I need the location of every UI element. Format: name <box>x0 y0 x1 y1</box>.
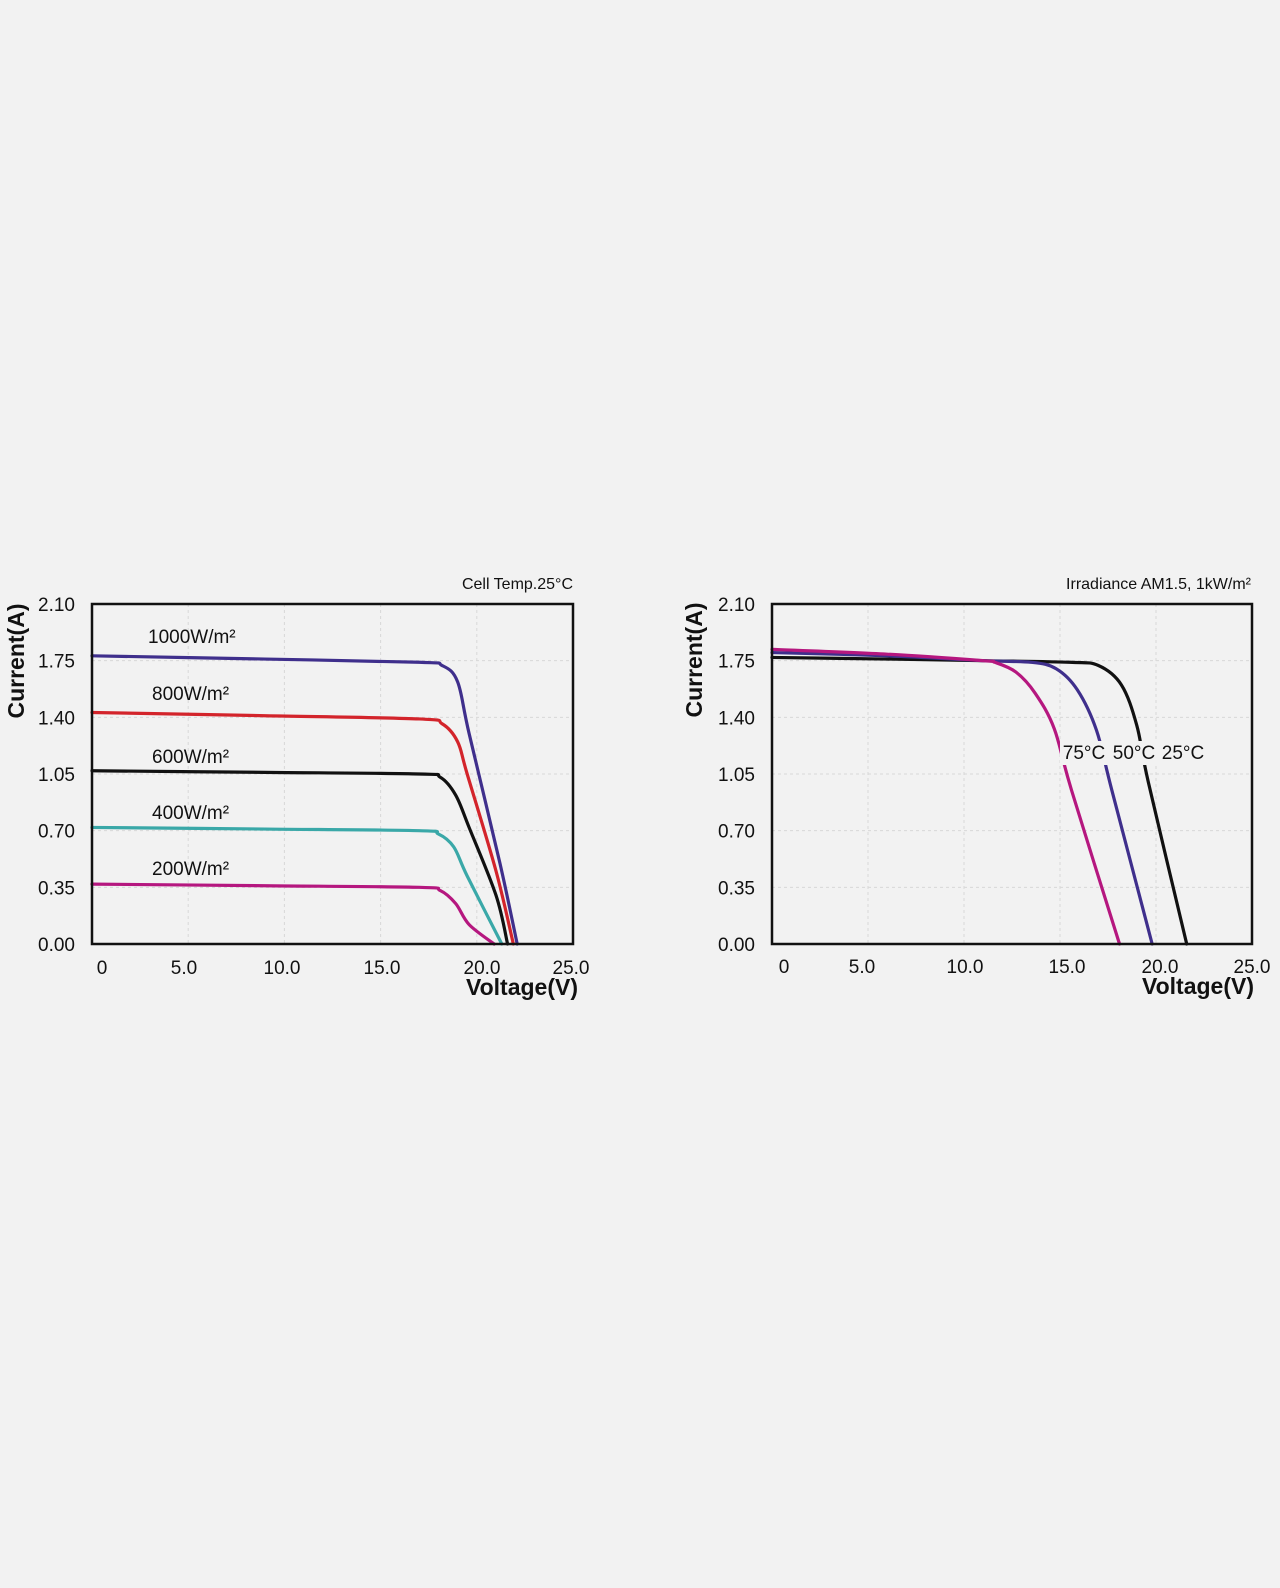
y-tick-label: 1.75 <box>718 652 755 673</box>
series-label: 800W/m² <box>152 684 229 705</box>
x-tick-label: 10.0 <box>264 958 301 979</box>
x-tick-label: 0 <box>97 958 108 979</box>
y-tick-label: 0.00 <box>718 935 755 956</box>
y-tick-label: 0.35 <box>718 878 755 899</box>
annotation: Irradiance AM1.5, 1kW/m² <box>1066 576 1252 593</box>
series-labels: 25°C 50°C 75°C <box>1060 741 1207 765</box>
x-tick-label: 25.0 <box>553 958 590 979</box>
series-line <box>770 650 1154 946</box>
x-tick-label: 10.0 <box>947 957 984 978</box>
series-label: 1000W/m² <box>148 627 236 648</box>
x-axis-title: Voltage(V) <box>466 974 578 1000</box>
series-label: 600W/m² <box>152 747 229 768</box>
series-line <box>90 710 515 946</box>
series-line <box>90 654 519 946</box>
y-tick-label: 2.10 <box>38 595 75 616</box>
y-tick-label: 1.75 <box>38 652 75 673</box>
series-label: 200W/m² <box>152 859 229 880</box>
series-label: 400W/m² <box>152 803 229 824</box>
y-ticks: 2.10 1.75 1.40 1.05 0.70 0.35 0.00 <box>718 595 755 956</box>
y-tick-label: 2.10 <box>718 595 755 616</box>
y-ticks: 2.10 1.75 1.40 1.05 0.70 0.35 0.00 <box>38 595 75 956</box>
y-axis-title: Current(A) <box>681 603 707 718</box>
x-tick-label: 20.0 <box>1142 957 1179 978</box>
label-background <box>1159 741 1207 765</box>
y-tick-label: 0.35 <box>38 878 75 899</box>
series-label: 25°C <box>1162 743 1204 764</box>
plot-frame <box>770 602 1254 946</box>
y-tick-label: 1.40 <box>38 708 75 729</box>
x-tick-label: 5.0 <box>171 958 197 979</box>
plot-frame <box>90 602 575 946</box>
label-background <box>1060 741 1108 765</box>
y-axis-title: Current(A) <box>3 604 29 719</box>
series-label: 75°C <box>1063 743 1105 764</box>
curves <box>90 654 519 946</box>
y-tick-label: 1.05 <box>38 765 75 786</box>
y-tick-label: 0.70 <box>718 822 755 843</box>
x-tick-label: 15.0 <box>364 958 401 979</box>
x-tick-label: 5.0 <box>849 957 875 978</box>
series-line <box>770 655 1189 946</box>
annotation: Cell Temp.25°C <box>462 576 573 593</box>
series-label: 50°C <box>1113 743 1155 764</box>
x-tick-label: 15.0 <box>1049 957 1086 978</box>
x-tick-label: 0 <box>779 957 790 978</box>
x-axis-title: Voltage(V) <box>1142 973 1254 999</box>
x-tick-label: 25.0 <box>1234 957 1271 978</box>
y-tick-label: 0.70 <box>38 822 75 843</box>
x-tick-label: 20.0 <box>464 958 501 979</box>
series-line <box>770 647 1122 946</box>
chart-irradiance: 2.10 1.75 1.40 1.05 0.70 0.35 0.00 0 5.0 10.0 15.… <box>3 576 589 1000</box>
curves <box>770 647 1189 946</box>
y-tick-label: 1.05 <box>718 765 755 786</box>
series-line <box>90 769 510 946</box>
x-ticks: 0 5.0 10.0 15.0 20.0 25.0 <box>779 957 1271 978</box>
y-tick-label: 1.40 <box>718 708 755 729</box>
y-tick-label: 0.00 <box>38 935 75 956</box>
series-labels: 1000W/m² 800W/m² 600W/m² 400W/m² 200W/m² <box>148 627 236 880</box>
series-line <box>90 882 496 946</box>
x-ticks: 0 5.0 10.0 15.0 20.0 25.0 <box>97 958 590 979</box>
label-background <box>1110 741 1158 765</box>
chart-temperature: 2.10 1.75 1.40 1.05 0.70 0.35 0.00 0 5.0 10.0 15.… <box>681 576 1270 999</box>
series-line <box>90 825 504 946</box>
